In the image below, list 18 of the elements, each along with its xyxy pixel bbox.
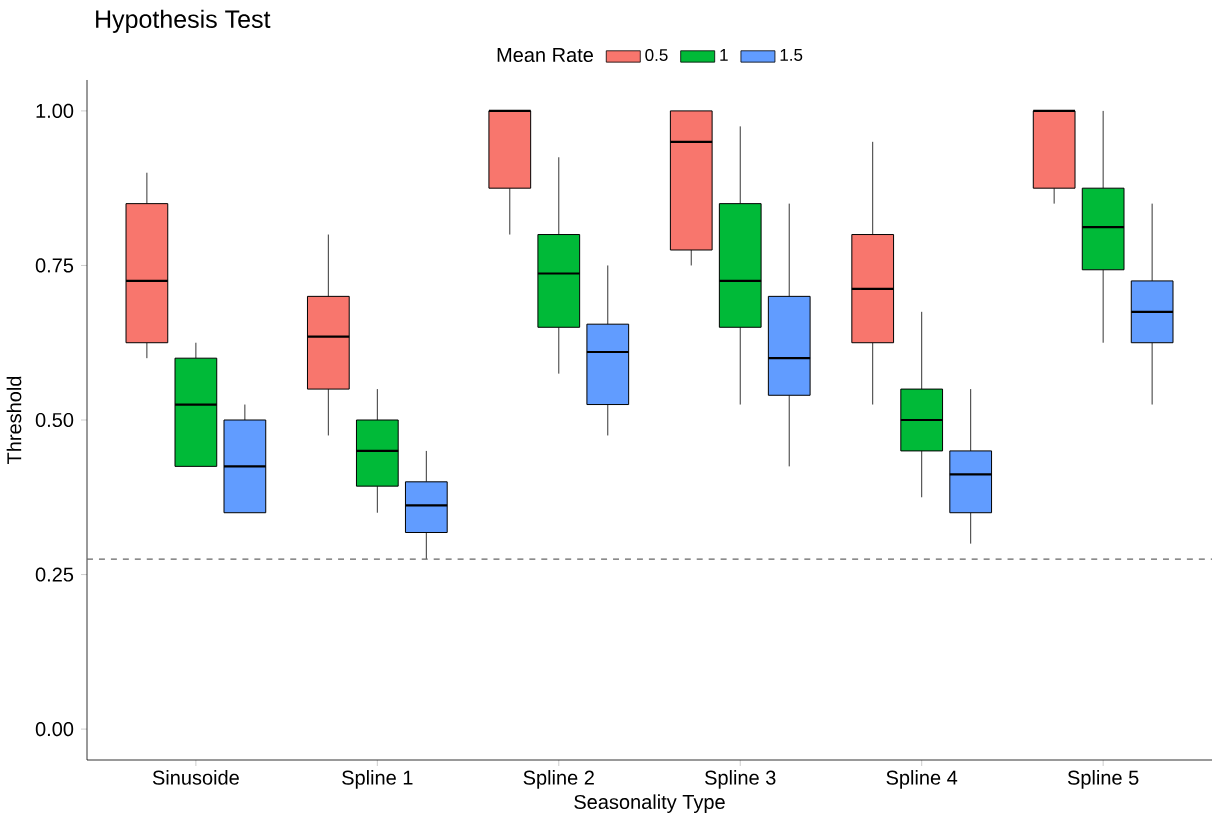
y-tick-label: 0.75 [35, 258, 74, 273]
x-axis-title: Seasonality Type [574, 794, 725, 813]
x-tick-label: Spline 3 [705, 770, 776, 789]
y-tick-label: 0.00 [35, 722, 74, 737]
y-tick-label: 0.50 [35, 412, 74, 428]
y-axis-title: Threshold [6, 376, 22, 465]
chart-title: Hypothesis Test [96, 9, 271, 33]
x-tick-label: Spline 4 [886, 770, 958, 789]
legend-label: 1.5 [780, 49, 803, 61]
x-tick-label: Spline 1 [342, 770, 413, 789]
legend-label: 0.5 [645, 49, 668, 62]
legend-title: Mean Rate [497, 48, 593, 63]
y-tick-label: 1.00 [36, 103, 74, 118]
y-tick-label: 0.25 [35, 567, 74, 582]
x-tick-label: Sinusoide [152, 770, 239, 785]
x-tick-label: Spline 5 [1067, 770, 1139, 789]
legend-label: 1 [720, 49, 728, 61]
x-tick-label: Spline 2 [523, 770, 594, 789]
